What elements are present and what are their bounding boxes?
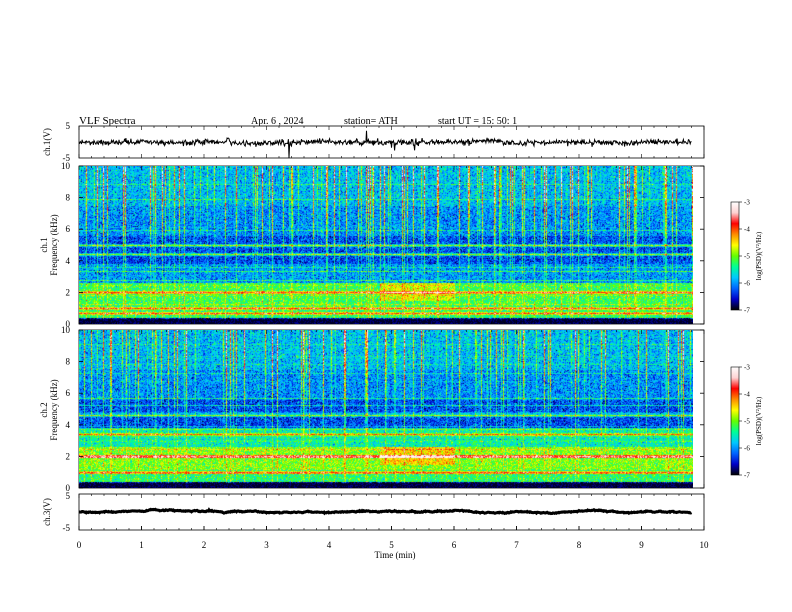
spectrogram-ytick-label: 8 xyxy=(66,357,71,367)
ch3-waveform-panel: 5 -5 ch.3(V) xyxy=(42,491,705,533)
figure-date: Apr. 6 , 2024 xyxy=(251,116,304,127)
spectrogram-ytick-label: 6 xyxy=(66,388,71,398)
time-axis-tick-label: 7 xyxy=(514,540,519,550)
ch1-colorbar-ticks: -3 -4 -5 -6 -7 xyxy=(739,199,750,315)
ch3-ytick-top: 5 xyxy=(66,491,71,501)
colorbar-tick-label: -5 xyxy=(744,418,750,426)
spectrogram-ytick-label: 6 xyxy=(66,224,71,234)
colorbar-tick-label: -7 xyxy=(744,472,750,480)
ch1-spectrogram-ylabel: Frequency (kHz) xyxy=(49,214,59,275)
time-axis: 0 1 2 3 4 5 6 7 8 9 10 xyxy=(77,126,709,550)
ch2-spectrogram-yticks: 0 2 4 6 8 10 xyxy=(61,325,704,493)
ch2-spectrogram-image xyxy=(79,330,693,488)
ch1-spectrogram-image xyxy=(79,166,693,324)
colorbar-tick-label: -4 xyxy=(744,226,750,234)
figure-start-time: start UT = 15: 50: 1 xyxy=(438,116,517,127)
ch1-ytick-bottom: -5 xyxy=(63,153,71,163)
ch1-ytick-top: 5 xyxy=(66,121,71,131)
colorbar-tick-label: -5 xyxy=(744,253,750,261)
spectrogram-ytick-label: 2 xyxy=(66,451,71,461)
spectrogram-ytick-label: 8 xyxy=(66,193,71,203)
ch1-spectrogram-yticks: 0 2 4 6 8 10 xyxy=(61,161,704,329)
time-axis-tick-label: 5 xyxy=(389,540,394,550)
ch2-spectrogram-ylabel: Frequency (kHz) xyxy=(49,379,59,440)
colorbar-tick-label: -6 xyxy=(744,445,750,453)
ch1-spectrogram-channel-label: ch.1 xyxy=(39,237,49,252)
time-axis-tick-label: 2 xyxy=(202,540,207,550)
colorbar-tick-label: -4 xyxy=(744,391,750,399)
time-axis-label: Time (min) xyxy=(375,550,416,560)
time-axis-tick-label: 3 xyxy=(264,540,269,550)
ch3-waveform-trace xyxy=(79,507,693,516)
ch1-colorbar xyxy=(730,201,740,311)
ch2-colorbar xyxy=(730,366,740,476)
time-axis-tick-label: 0 xyxy=(77,540,82,550)
spectrogram-ytick-label: 4 xyxy=(66,420,71,430)
spectrogram-ytick-label: 10 xyxy=(61,161,71,171)
spectrogram-ytick-label: 10 xyxy=(61,325,71,335)
colorbar-tick-label: -3 xyxy=(744,199,750,207)
time-axis-tick-label: 1 xyxy=(139,540,144,550)
figure-station: station= ATH xyxy=(344,116,398,127)
time-axis-tick-label: 9 xyxy=(639,540,644,550)
spectrogram-ytick-label: 4 xyxy=(66,256,71,266)
figure-title: VLF Spectra xyxy=(79,115,136,127)
ch1-waveform-panel: 5 -5 ch.1(V) xyxy=(42,121,705,163)
ch1-colorbar-label: log(PSD)(V²/Hz) xyxy=(755,231,763,280)
ch3-ytick-bottom: -5 xyxy=(63,523,71,533)
time-axis-tick-label: 4 xyxy=(327,540,332,550)
time-axis-tick-label: 10 xyxy=(700,540,710,550)
ch2-spectrogram-channel-label: ch.2 xyxy=(39,402,49,417)
spectrogram-ytick-label: 0 xyxy=(66,319,71,329)
colorbar-tick-label: -3 xyxy=(744,364,750,372)
time-axis-tick-label: 6 xyxy=(452,540,457,550)
ch3-waveform-ylabel: ch.3(V) xyxy=(42,498,52,526)
colorbar-tick-label: -7 xyxy=(744,307,750,315)
spectrogram-ytick-label: 2 xyxy=(66,287,71,297)
ch1-waveform-trace xyxy=(78,130,692,159)
ch2-colorbar-label: log(PSD)(V²/Hz) xyxy=(755,396,763,445)
colorbar-tick-label: -6 xyxy=(744,280,750,288)
ch2-colorbar-ticks: -3 -4 -5 -6 -7 xyxy=(739,364,750,480)
spectrogram-ytick-label: 0 xyxy=(66,483,71,493)
time-axis-tick-label: 8 xyxy=(577,540,582,550)
ch1-waveform-ylabel: ch.1(V) xyxy=(42,128,52,156)
